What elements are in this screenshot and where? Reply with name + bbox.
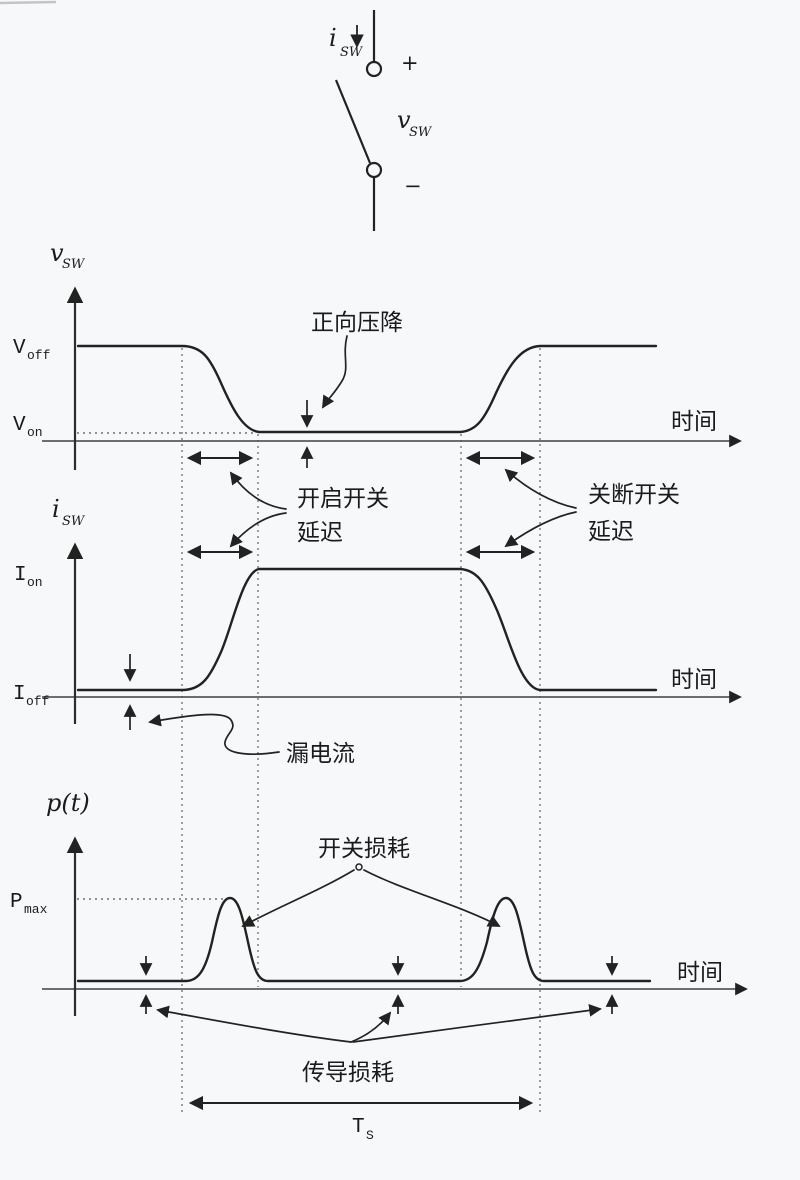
conduction-loss-pointer-right — [352, 1004, 602, 1043]
switching-loss-label: 开关损耗 — [318, 836, 410, 861]
ion-label: I — [14, 564, 27, 587]
current-waveform — [76, 567, 658, 692]
forward-drop-pointer — [321, 335, 348, 409]
voltage-axis-label: v — [50, 239, 64, 267]
turn-off-delay-pointer-bottom — [504, 511, 577, 548]
polarity-plus-sign: + — [401, 51, 419, 75]
circuit-voltage-label: v — [397, 106, 411, 134]
switching-loss-pointer-left — [241, 869, 355, 927]
voltage-plot: v SW V off V on 时间 正向压降 — [13, 239, 742, 470]
von-subscript: on — [27, 425, 43, 440]
current-axis-label: i — [52, 495, 60, 523]
switching-loss-pointer-node — [355, 863, 363, 871]
conduction-loss-label: 传导损耗 — [302, 1060, 394, 1085]
voff-label: V — [13, 337, 26, 360]
power-plot: p(t) P max 时间 开关损耗 传导损耗 — [10, 789, 748, 1085]
polarity-minus-sign: − — [404, 174, 422, 198]
period-annotation: T S — [188, 1095, 534, 1143]
pmax-label: P — [10, 891, 23, 914]
circuit-current-subscript: SW — [340, 45, 364, 60]
turn-on-delay-label-line1: 开启开关 — [297, 486, 389, 511]
switch-blade — [334, 79, 372, 164]
scan-artifact — [0, 0, 57, 5]
pmax-subscript: max — [24, 902, 48, 917]
switch-terminal-top — [365, 60, 383, 78]
voltage-time-label: 时间 — [671, 409, 717, 434]
turn-on-delay-label-line2: 延迟 — [297, 520, 343, 545]
ion-subscript: on — [27, 575, 43, 590]
conduction-loss-pointer-left — [156, 1005, 352, 1043]
power-time-label: 时间 — [677, 960, 723, 985]
power-waveform — [76, 896, 652, 983]
dotted-guide-lines — [181, 348, 541, 1112]
switching-loss-pointer-right — [363, 869, 501, 927]
leakage-pointer — [148, 713, 280, 755]
forward-drop-label: 正向压降 — [311, 310, 403, 335]
current-time-label: 时间 — [671, 667, 717, 692]
von-label: V — [13, 414, 26, 437]
switch-circuit-symbol: i SW + v SW − — [329, 10, 433, 231]
circuit-current-label: i — [329, 24, 337, 52]
circuit-voltage-subscript: SW — [409, 125, 433, 140]
current-plot: i SW I on I off 时间 漏电流 — [13, 495, 742, 766]
turn-off-delay-pointer-top — [504, 468, 577, 509]
leakage-current-label: 漏电流 — [286, 741, 355, 766]
ioff-label: I — [13, 683, 26, 706]
conduction-loss-pointer-middle — [350, 1011, 392, 1043]
period-label: T — [352, 1116, 365, 1139]
voltage-waveform — [76, 344, 658, 434]
voltage-axis-subscript: SW — [62, 257, 86, 272]
turn-on-delay-pointer-top — [229, 471, 287, 510]
turn-off-delay-label-line2: 延迟 — [588, 519, 634, 544]
period-subscript: S — [366, 1128, 374, 1143]
ioff-subscript: off — [26, 694, 49, 709]
turn-off-delay-label-line1: 关断开关 — [588, 482, 680, 507]
current-axis-subscript: SW — [62, 514, 86, 529]
conduction-gap-arrows — [139, 956, 619, 1014]
voff-subscript: off — [27, 348, 50, 363]
delay-annotations: 开启开关 延迟 关断开关 延迟 — [186, 450, 680, 560]
turn-on-delay-pointer-bottom — [229, 512, 287, 548]
power-axis-label: p(t) — [46, 789, 90, 817]
switch-terminal-bottom — [365, 161, 383, 179]
